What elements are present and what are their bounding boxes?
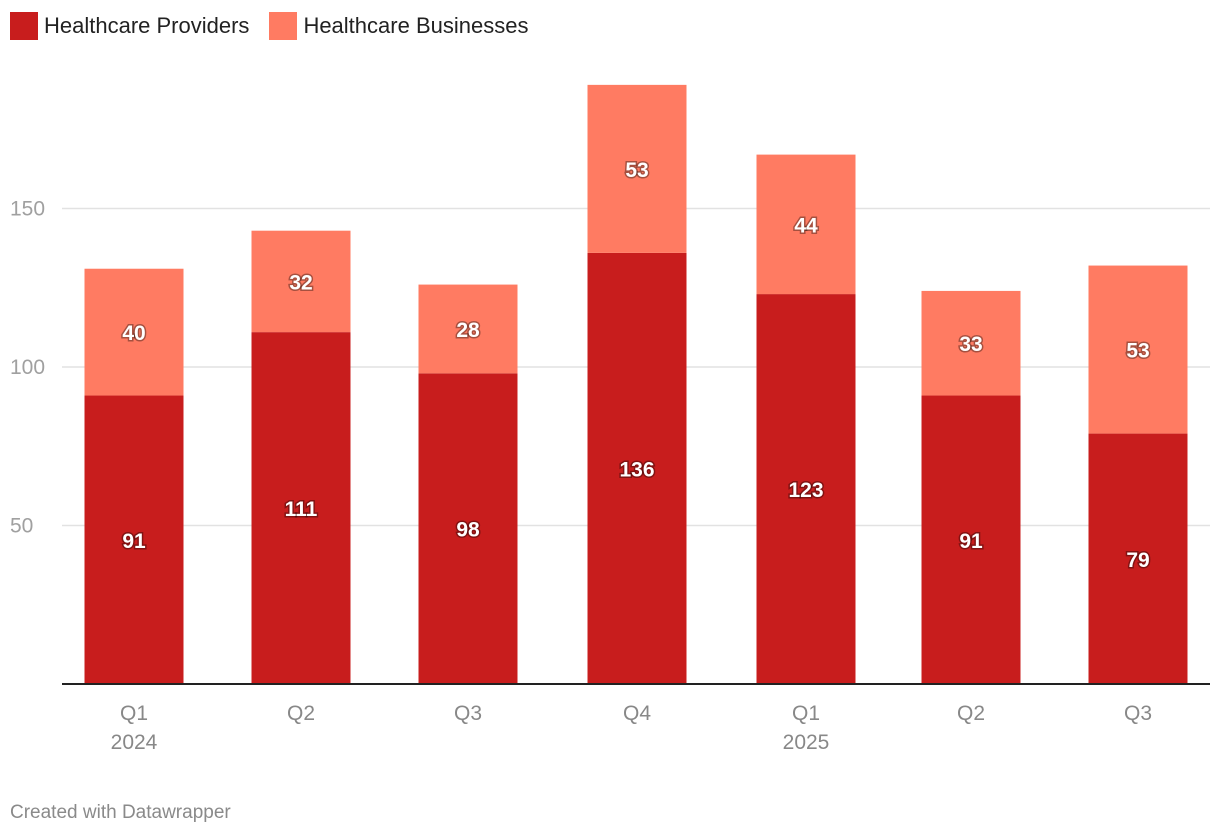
bar-segment-providers bbox=[756, 294, 856, 684]
data-label: 32 bbox=[289, 271, 312, 294]
legend-swatch-businesses bbox=[269, 12, 298, 40]
x-tick-label: Q3 bbox=[1124, 702, 1152, 725]
data-label: 79 bbox=[1126, 549, 1149, 572]
data-label: 44 bbox=[794, 214, 818, 237]
bar-segment-providers bbox=[251, 332, 351, 684]
data-label: 33 bbox=[959, 333, 982, 356]
data-label: 91 bbox=[959, 530, 983, 553]
data-label: 40 bbox=[122, 322, 145, 345]
bar-segment-businesses bbox=[921, 290, 1021, 396]
legend-label-businesses: Healthcare Businesses bbox=[303, 13, 529, 38]
chart-legend: Healthcare Providers Healthcare Business… bbox=[10, 12, 528, 40]
legend-label-providers: Healthcare Providers bbox=[44, 13, 250, 38]
bar-segment-businesses bbox=[418, 284, 518, 374]
x-year-label: 2024 bbox=[111, 731, 158, 754]
x-tick-label: Q3 bbox=[454, 702, 482, 725]
data-label: 111 bbox=[285, 498, 318, 521]
bar-segment-providers bbox=[84, 395, 184, 684]
bar-segment-businesses bbox=[84, 268, 184, 396]
bar-segment-businesses bbox=[251, 230, 351, 333]
data-label: 28 bbox=[456, 319, 480, 342]
x-tick-label: Q2 bbox=[287, 702, 315, 725]
x-tick-label: Q4 bbox=[623, 702, 651, 725]
x-tick-label: Q1 bbox=[120, 702, 148, 725]
data-label: 123 bbox=[788, 479, 823, 502]
legend-item-providers: Healthcare Providers bbox=[10, 12, 249, 40]
data-label: 136 bbox=[619, 458, 654, 481]
data-label: 91 bbox=[122, 530, 146, 553]
stacked-bar-chart: 50 100 150 91 40 Q1 2024 111 32 Q2 98 28 Q3 136 53 Q4 12… bbox=[10, 84, 1210, 754]
x-year-label: 2025 bbox=[783, 731, 830, 754]
bar-segment-businesses bbox=[1088, 265, 1188, 434]
footer-credit: Created with Datawrapper bbox=[10, 802, 231, 823]
legend-item-businesses: Healthcare Businesses bbox=[269, 12, 528, 40]
x-tick-label: Q2 bbox=[957, 702, 985, 725]
y-tick-label: 50 bbox=[10, 515, 33, 538]
bar-segment-providers bbox=[418, 373, 518, 684]
bar-segment-businesses bbox=[756, 154, 856, 295]
legend-swatch-providers bbox=[10, 12, 38, 40]
data-label: 53 bbox=[625, 159, 648, 182]
x-tick-label: Q1 bbox=[792, 702, 820, 725]
bar-segment-providers bbox=[1088, 433, 1188, 684]
bar-segment-providers bbox=[587, 252, 687, 684]
y-tick-label: 150 bbox=[10, 198, 45, 221]
data-label: 98 bbox=[456, 519, 480, 542]
bar-segment-businesses bbox=[587, 84, 687, 253]
bar-segment-providers bbox=[921, 395, 1021, 684]
y-tick-label: 100 bbox=[10, 356, 45, 379]
data-label: 53 bbox=[1126, 340, 1149, 363]
